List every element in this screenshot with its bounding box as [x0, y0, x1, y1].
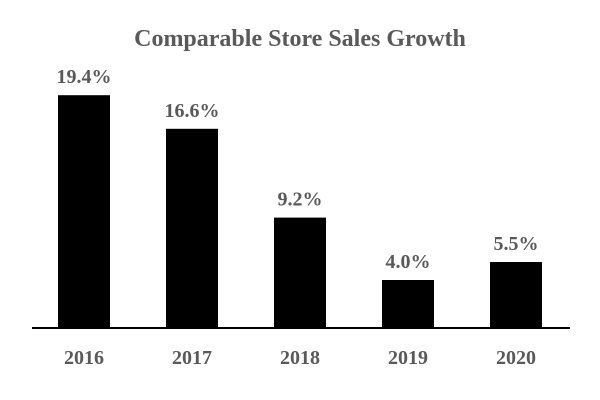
bar-2018: [274, 217, 326, 328]
value-label-2018: 9.2%: [278, 189, 323, 211]
value-label-2017: 16.6%: [165, 100, 220, 122]
bar-2019: [382, 280, 434, 328]
x-tick-label-2018: 2018: [280, 347, 320, 369]
x-tick-label-2016: 2016: [64, 347, 104, 369]
bar-2020: [490, 262, 542, 328]
x-tick-label-2020: 2020: [496, 347, 536, 369]
x-tick-label-2019: 2019: [388, 347, 428, 369]
x-tick-label-2017: 2017: [172, 347, 212, 369]
value-label-2016: 19.4%: [57, 66, 112, 88]
value-label-2019: 4.0%: [386, 251, 431, 273]
bar-2016: [58, 95, 110, 328]
chart-title: Comparable Store Sales Growth: [134, 26, 466, 52]
value-label-2020: 5.5%: [494, 233, 539, 255]
bar-2017: [166, 128, 218, 328]
